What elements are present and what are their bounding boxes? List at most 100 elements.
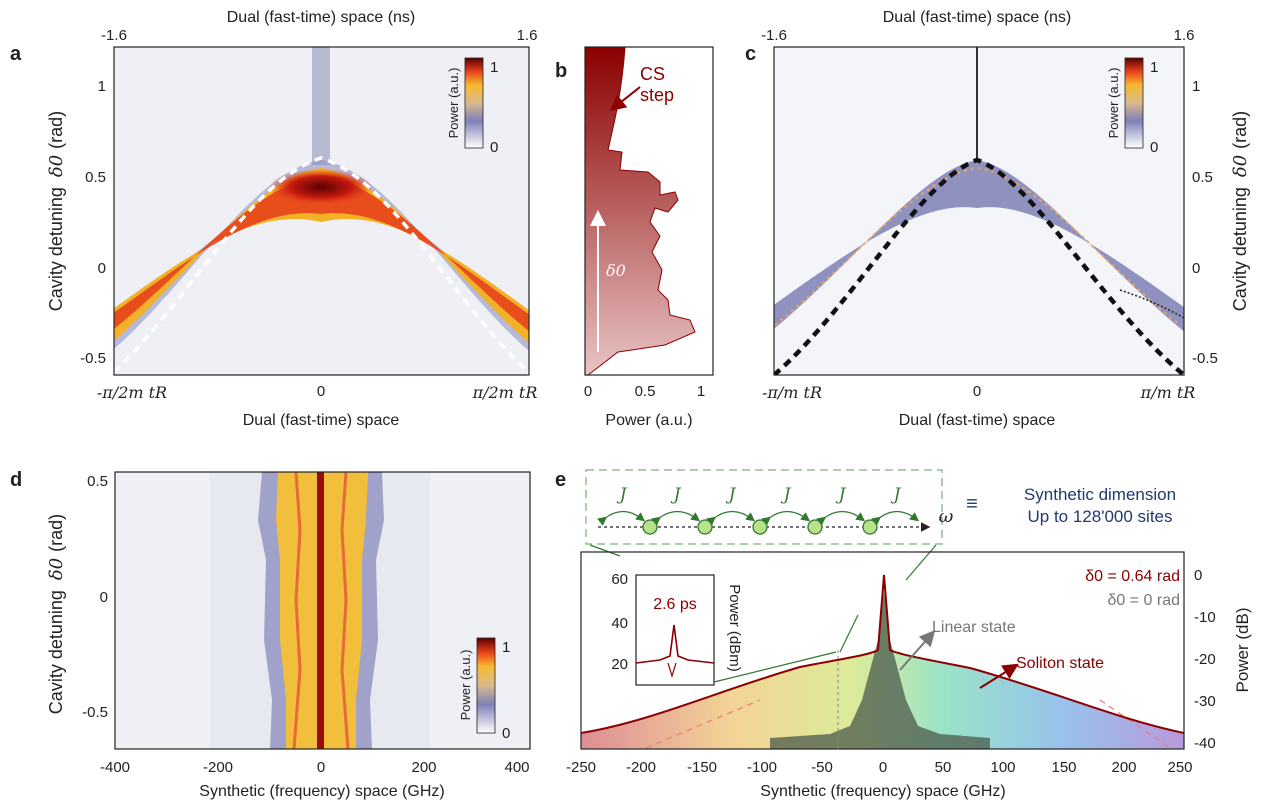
panel-e-ytick: -40	[1194, 735, 1216, 752]
panel-a-ytick: 1	[98, 78, 106, 95]
lattice-j-labels: J J J J J J	[617, 485, 902, 505]
panel-c: c Dual (fast-time) space (ns) -1.6 1.6 1…	[745, 9, 1251, 429]
svg-text:Cavity detuningδ0(rad): Cavity detuningδ0(rad)	[46, 514, 67, 714]
panel-d-ytick: -0.5	[82, 704, 108, 721]
panel-a-top-right: 1.6	[517, 27, 538, 44]
panel-e-xtick: 150	[1051, 759, 1076, 776]
legend-soliton-detuning: δ0 = 0.64 rad	[1085, 568, 1180, 585]
inset-trace	[635, 624, 715, 664]
panel-d-cbar-label: Power (a.u.)	[458, 650, 473, 721]
panel-c-ytick: 0	[1192, 260, 1200, 277]
panel-c-top-left: -1.6	[761, 27, 787, 44]
panel-e-xtick: -50	[811, 759, 833, 776]
panel-b-arrow-label: δ0	[606, 261, 626, 280]
soliton-state-trace	[581, 574, 1184, 734]
panel-b-xtick: 1	[697, 383, 705, 400]
panel-d-xlabel: Synthetic (frequency) space (GHz)	[199, 783, 444, 800]
soliton-state-label: Soliton state	[1016, 655, 1104, 672]
panel-e-xtick: -150	[687, 759, 717, 776]
panel-a-ytick: 0	[98, 260, 106, 277]
panel-c-xtick-right: π/m tR	[1140, 383, 1196, 402]
panel-c-heatmap	[774, 47, 1184, 375]
panel-d-cbar-min: 0	[502, 725, 510, 742]
panel-e-xtick: -250	[566, 759, 596, 776]
panel-a-cbar-min: 0	[490, 139, 498, 156]
lattice-couplings	[597, 510, 920, 526]
panel-a-xtick-mid: 0	[317, 383, 325, 400]
panel-c-ytick: -0.5	[1192, 350, 1218, 367]
panel-e-ytick: -10	[1194, 609, 1216, 626]
svg-text:J: J	[671, 485, 682, 505]
panel-e-inset: 2.6 ps 60 40 20 Power (dBm)	[611, 571, 743, 686]
panel-letter-a: a	[10, 43, 22, 65]
panel-letter-b: b	[555, 60, 567, 82]
panel-b-xtick: 0	[584, 383, 592, 400]
svg-text:Cavity detuningδ0(rad): Cavity detuningδ0(rad)	[46, 111, 67, 311]
panel-d-ytick: 0.5	[87, 473, 108, 490]
legend-linear-detuning: δ0 = 0 rad	[1107, 592, 1180, 609]
linear-state-trace	[770, 592, 990, 749]
panel-a-top-left: -1.6	[101, 27, 127, 44]
svg-text:Cavity detuningδ0(rad): Cavity detuningδ0(rad)	[1230, 111, 1251, 311]
panel-d-xtick: 0	[317, 759, 325, 776]
panel-e-xtick: 200	[1111, 759, 1136, 776]
panel-a-ylabel: Cavity detuningδ0(rad)	[46, 111, 67, 311]
panel-c-cbar-label: Power (a.u.)	[1106, 68, 1121, 139]
svg-text:J: J	[891, 485, 902, 505]
panel-c-ytick: 0.5	[1192, 169, 1213, 186]
panel-a-cbar-label: Power (a.u.)	[446, 68, 461, 139]
panel-b-cs-label: CS	[640, 64, 665, 84]
panel-e-ytick: -20	[1194, 651, 1216, 668]
panel-a-heatmap	[114, 47, 529, 375]
panel-b-step-label: step	[640, 85, 674, 105]
panel-d-ylabel: Cavity detuningδ0(rad)	[46, 514, 67, 714]
equiv-symbol: ≡	[966, 493, 978, 515]
panel-e-xtick: 0	[879, 759, 887, 776]
inset-ytick: 60	[611, 571, 628, 588]
panel-c-top-label: Dual (fast-time) space (ns)	[883, 9, 1072, 26]
panel-a-xtick-right: π/2m tR	[472, 383, 538, 402]
panel-d-xtick: -400	[100, 759, 130, 776]
panel-a-cbar-max: 1	[490, 59, 498, 76]
panel-letter-d: d	[10, 469, 22, 491]
synth-dim-line1: Synthetic dimension	[1024, 485, 1176, 504]
panel-letter-e: e	[555, 469, 566, 491]
panel-d-colorbar	[476, 637, 496, 734]
synth-dim-line2: Up to 128'000 sites	[1027, 507, 1172, 526]
panel-c-colorbar	[1124, 57, 1144, 149]
panel-c-cbar-max: 1	[1150, 59, 1158, 76]
panel-e-ytick: 0	[1194, 567, 1202, 584]
panel-b-xtick: 0.5	[635, 383, 656, 400]
panel-a-colorbar	[464, 57, 484, 149]
panel-a-model-curve	[114, 156, 529, 374]
panel-c-xtick-mid: 0	[973, 383, 981, 400]
panel-e-xlabel: Synthetic (frequency) space (GHz)	[760, 783, 1005, 800]
panel-a: a Dual (fast-time) space (ns) -1.6 1.6 1…	[10, 9, 538, 429]
panel-c-cbar-min: 0	[1150, 139, 1158, 156]
panel-e: e ω J J J J J J ≡ Synthetic d	[555, 469, 1252, 800]
panel-b-xlabel: Power (a.u.)	[605, 412, 692, 429]
panel-b-cs-arrow	[609, 86, 641, 111]
panel-letter-c: c	[745, 43, 756, 65]
panel-e-xtick: 100	[990, 759, 1015, 776]
panel-b: b δ0 CS step 0 0.5 1 Power (a.u.)	[555, 46, 714, 429]
lattice-axis-label: ω	[939, 506, 954, 527]
panel-a-xlabel: Dual (fast-time) space	[243, 412, 400, 429]
linear-state-arrow	[899, 630, 936, 671]
inset-ytick: 20	[611, 656, 628, 673]
panel-d-ytick: 0	[100, 589, 108, 606]
svg-text:J: J	[617, 485, 628, 505]
panel-d-xtick: 400	[504, 759, 529, 776]
panel-e-ylabel: Power (dB)	[1233, 607, 1252, 692]
lattice-sites	[642, 519, 878, 535]
panel-d-heatmap	[115, 472, 530, 749]
panel-e-xtick: -100	[747, 759, 777, 776]
linear-state-label: Linear state	[932, 619, 1016, 636]
panel-d: d 0.5 0 -0.5 Cavity detuningδ0(rad) -400…	[10, 469, 531, 800]
panel-d-xtick: 200	[411, 759, 436, 776]
inset-ytick: 40	[611, 615, 628, 632]
svg-text:J: J	[726, 485, 737, 505]
panel-c-model-curve	[774, 157, 1184, 375]
panel-e-xtick: 50	[935, 759, 952, 776]
